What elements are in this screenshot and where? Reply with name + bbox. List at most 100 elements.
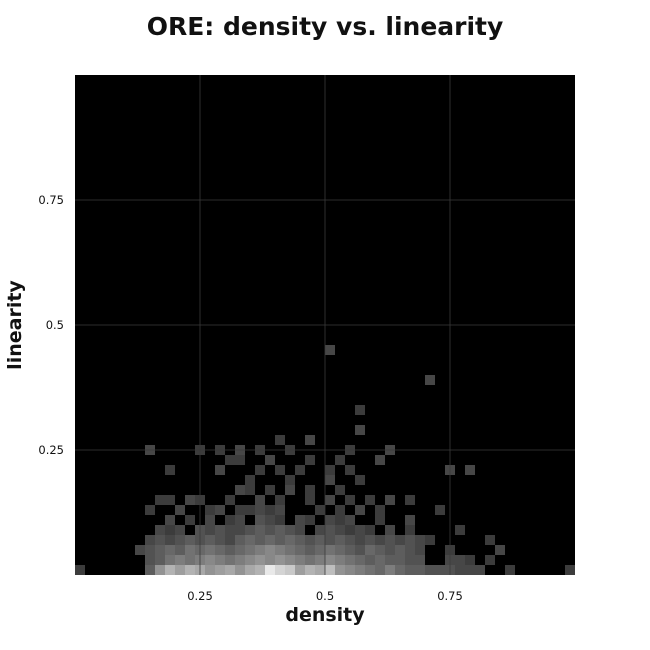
heatmap-cell (405, 535, 415, 545)
heatmap-cell (235, 525, 245, 535)
heatmap-cell (385, 565, 395, 575)
heatmap-cell (165, 525, 175, 535)
heatmap-cell (265, 545, 275, 555)
heatmap-cell (355, 525, 365, 535)
heatmap-cell (285, 535, 295, 545)
y-tick-label: 0.25 (38, 443, 64, 457)
heatmap-cell (325, 545, 335, 555)
heatmap-cell (275, 545, 285, 555)
heatmap-cell (145, 555, 155, 565)
heatmap-cell (255, 515, 265, 525)
heatmap-cell (335, 485, 345, 495)
heatmap-cell (175, 525, 185, 535)
heatmap-cell (315, 545, 325, 555)
heatmap-cell (235, 555, 245, 565)
heatmap-cell (385, 555, 395, 565)
heatmap-cell (355, 425, 365, 435)
heatmap-cell (235, 515, 245, 525)
heatmap-cell (415, 565, 425, 575)
heatmap-cell (175, 545, 185, 555)
heatmap-cell (255, 565, 265, 575)
heatmap-cell (305, 495, 315, 505)
heatmap-cell (385, 545, 395, 555)
heatmap-cell (355, 475, 365, 485)
heatmap-cell (165, 545, 175, 555)
heatmap-cell (155, 555, 165, 565)
heatmap-cell (295, 525, 305, 535)
heatmap-cell (355, 505, 365, 515)
heatmap-cell (275, 555, 285, 565)
heatmap-cell (375, 515, 385, 525)
heatmap-cell (225, 495, 235, 505)
heatmap-cell (225, 565, 235, 575)
heatmap-cell (325, 555, 335, 565)
heatmap-cell (345, 495, 355, 505)
heatmap-cell (355, 555, 365, 565)
heatmap-cell (305, 435, 315, 445)
heatmap-cell (335, 565, 345, 575)
heatmap-cell (405, 545, 415, 555)
heatmap-cell (465, 465, 475, 475)
heatmap-cell (265, 565, 275, 575)
heatmap-cell (455, 525, 465, 535)
heatmap-cell (285, 565, 295, 575)
heatmap-cell (205, 515, 215, 525)
heatmap-cell (325, 495, 335, 505)
heatmap-cell (335, 525, 345, 535)
heatmap-cell (315, 565, 325, 575)
heatmap-cell (305, 545, 315, 555)
heatmap-cell (175, 555, 185, 565)
heatmap-cell (455, 565, 465, 575)
heatmap-cell (305, 555, 315, 565)
heatmap-cell (185, 515, 195, 525)
heatmap-cell (275, 565, 285, 575)
y-tick-labels: 0.25 0.5 0.75 (38, 193, 64, 457)
heatmap-cell (255, 555, 265, 565)
heatmap-cell (435, 505, 445, 515)
heatmap-cell (165, 495, 175, 505)
heatmap-cell (355, 535, 365, 545)
heatmap-cell (295, 465, 305, 475)
heatmap-cell (425, 375, 435, 385)
heatmap-cell (75, 565, 85, 575)
heatmap-cell (165, 535, 175, 545)
heatmap-cell (165, 465, 175, 475)
heatmap-cell (265, 505, 275, 515)
heatmap-cell (215, 535, 225, 545)
heatmap-cell (235, 505, 245, 515)
heatmap-cell (185, 535, 195, 545)
heatmap-cell (205, 525, 215, 535)
heatmap-cell (325, 465, 335, 475)
heatmap-cell (265, 555, 275, 565)
heatmap-cell (375, 455, 385, 465)
heatmap-cell (185, 555, 195, 565)
heatmap-cell (315, 555, 325, 565)
heatmap-cell (265, 535, 275, 545)
x-axis-label: density (285, 604, 365, 626)
heatmap-cell (285, 475, 295, 485)
heatmap-cell (245, 565, 255, 575)
heatmap-cell (155, 495, 165, 505)
heatmap-cell (335, 545, 345, 555)
heatmap-cell (255, 545, 265, 555)
heatmap-cell (245, 545, 255, 555)
heatmap-cell (245, 555, 255, 565)
heatmap-cell (375, 505, 385, 515)
heatmap-cell (275, 525, 285, 535)
heatmap-cell (285, 555, 295, 565)
heatmap-cell (305, 455, 315, 465)
heatmap-cell (275, 495, 285, 505)
heatmap-cell (375, 535, 385, 545)
heatmap-cell (185, 495, 195, 505)
heatmap-cell (435, 565, 445, 575)
heatmap-cell (145, 545, 155, 555)
heatmap-cell (205, 545, 215, 555)
heatmap-cell (365, 555, 375, 565)
heatmap-cell (165, 565, 175, 575)
heatmap-cell (365, 525, 375, 535)
y-tick-label: 0.5 (46, 318, 64, 332)
heatmap-cell (155, 565, 165, 575)
heatmap-cell (215, 505, 225, 515)
grid-lines (75, 75, 575, 575)
